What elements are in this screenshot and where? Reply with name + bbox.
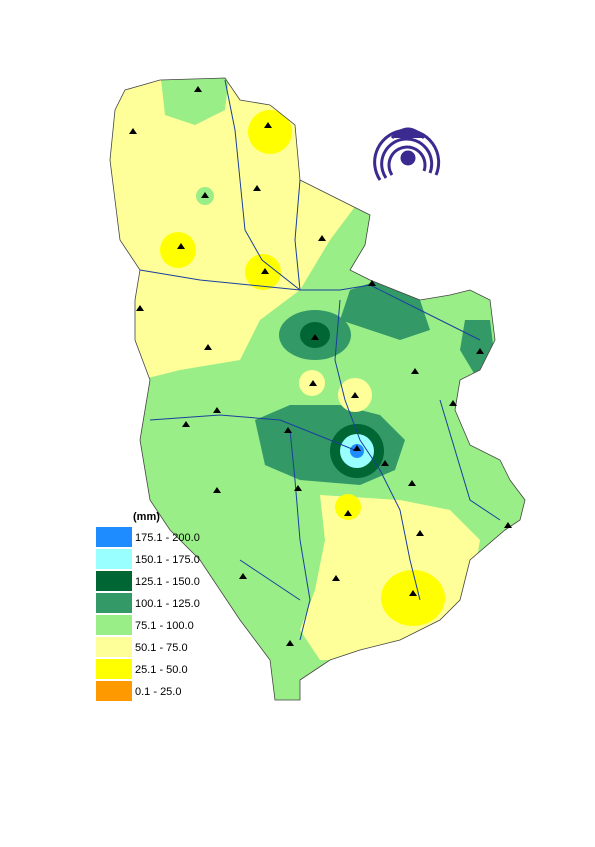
legend-label: 0.1 - 25.0 — [135, 686, 181, 698]
logo — [373, 127, 441, 181]
legend: (mm) 175.1 - 200.0 150.1 - 175.0 125.1 - 1… — [96, 511, 200, 701]
legend-label: 75.1 - 100.0 — [135, 620, 194, 632]
legend-swatch — [96, 615, 132, 635]
legend-label: 50.1 - 75.0 — [135, 642, 188, 654]
legend-label: 125.1 - 150.0 — [135, 576, 200, 588]
legend-swatch — [96, 571, 132, 591]
legend-swatch — [96, 637, 132, 657]
legend-swatch — [96, 549, 132, 569]
stations — [129, 86, 512, 646]
legend-label: 25.1 - 50.0 — [135, 664, 188, 676]
legend-title: (mm) — [133, 511, 160, 523]
legend-label: 100.1 - 125.0 — [135, 598, 200, 610]
legend-swatch — [96, 681, 132, 701]
legend-label: 150.1 - 175.0 — [135, 554, 200, 566]
legend-swatch — [96, 593, 132, 613]
rivers — [139, 79, 501, 641]
precipitation-zones — [110, 78, 525, 700]
legend-label: 175.1 - 200.0 — [135, 532, 200, 544]
legend-swatch — [96, 527, 132, 547]
legend-swatch — [96, 659, 132, 679]
border — [109, 77, 526, 701]
